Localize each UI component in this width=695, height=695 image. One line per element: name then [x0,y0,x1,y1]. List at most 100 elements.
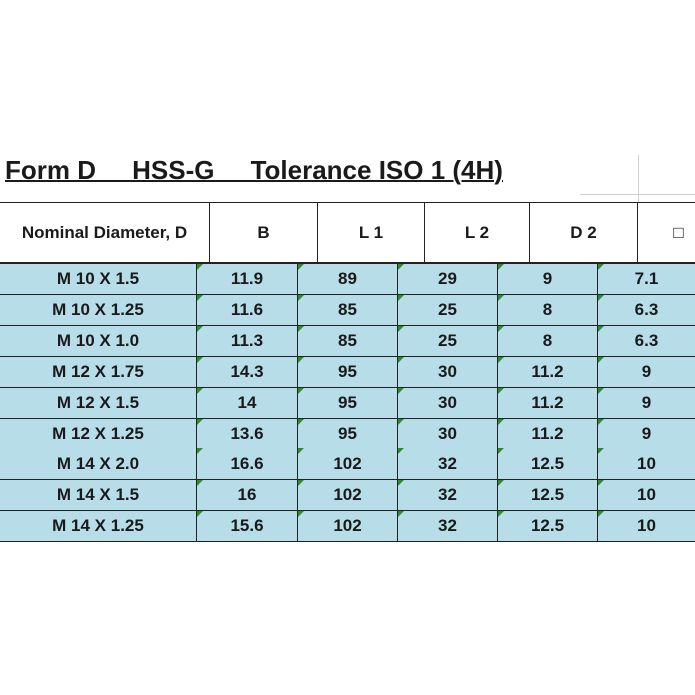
data-cell: 25 [398,295,498,325]
header-cell: L 2 [425,203,530,262]
data-cell: 16.6 [197,448,298,479]
header-cell: Nominal Diameter, D [0,203,210,262]
data-cell: 29 [398,264,498,294]
border [0,356,695,357]
grid-line [580,194,695,195]
row-label: M 12 X 1.75 [0,357,197,387]
cell-marker [598,388,604,394]
cell-marker [598,419,604,425]
cell-marker [298,511,304,517]
data-cell: 30 [398,388,498,418]
border [0,541,695,542]
border [0,387,695,388]
header-cell: L 1 [318,203,425,262]
data-cell: 9 [598,419,695,448]
cell-marker [498,357,504,363]
cell-marker [298,388,304,394]
data-cell: 30 [398,357,498,387]
cell-marker [197,480,203,486]
data-cell: 14.3 [197,357,298,387]
cell-marker [398,419,404,425]
data-cell: 85 [298,295,398,325]
cell-marker [298,264,304,270]
row-label: M 14 X 1.25 [0,511,197,541]
cell-marker [398,480,404,486]
cell-marker [298,295,304,301]
data-cell: 102 [298,448,398,479]
cell-marker [197,448,203,454]
cell-marker [298,326,304,332]
cell-marker [498,295,504,301]
data-cell: 11.6 [197,295,298,325]
cell-marker [197,511,203,517]
data-cell: 11.2 [498,388,598,418]
cell-marker [197,326,203,332]
data-cell: 9 [598,388,695,418]
row-label: M 12 X 1.5 [0,388,197,418]
data-cell: 25 [398,326,498,356]
data-cell: 12.5 [498,511,598,541]
data-cell: 6.3 [598,326,695,356]
cell-marker [598,448,604,454]
row-label: M 10 X 1.25 [0,295,197,325]
data-cell: 12.5 [498,480,598,510]
cell-marker [498,419,504,425]
cell-marker [498,326,504,332]
cell-marker [498,480,504,486]
cell-marker [398,357,404,363]
data-cell: 85 [298,326,398,356]
header-cell: □ [638,203,695,262]
data-cell: 32 [398,480,498,510]
data-cell: 30 [398,419,498,448]
data-cell: 16 [197,480,298,510]
border [0,294,695,295]
border [0,325,695,326]
data-cell: 32 [398,448,498,479]
cell-marker [398,448,404,454]
cell-marker [398,295,404,301]
data-cell: 95 [298,419,398,448]
cell-marker [298,480,304,486]
row-label: M 14 X 2.0 [0,448,197,479]
data-cell: 95 [298,357,398,387]
data-cell: 9 [598,357,695,387]
row-label: M 12 X 1.25 [0,419,197,448]
cell-marker [298,419,304,425]
data-cell: 13.6 [197,419,298,448]
cell-marker [598,357,604,363]
border [0,202,695,203]
header-cell: D 2 [530,203,638,262]
cell-marker [598,264,604,270]
data-cell: 10 [598,511,695,541]
data-cell: 8 [498,295,598,325]
data-cell: 11.2 [498,419,598,448]
data-cell: 12.5 [498,448,598,479]
data-cell: 9 [498,264,598,294]
cell-marker [197,388,203,394]
data-cell: 14 [197,388,298,418]
data-cell: 102 [298,511,398,541]
cell-marker [398,511,404,517]
header-cell: B [210,203,318,262]
sheet-title: Form D HSS-G Tolerance ISO 1 (4H) [5,155,503,185]
cell-marker [498,448,504,454]
cell-marker [197,357,203,363]
cell-marker [598,480,604,486]
cell-marker [398,264,404,270]
cell-marker [598,295,604,301]
cell-marker [598,326,604,332]
data-cell: 11.3 [197,326,298,356]
cell-marker [197,264,203,270]
data-cell: 10 [598,480,695,510]
grid-line [638,155,639,203]
data-cell: 95 [298,388,398,418]
data-cell: 15.6 [197,511,298,541]
border [0,510,695,511]
cell-marker [298,357,304,363]
data-cell: 32 [398,511,498,541]
cell-marker [398,388,404,394]
border [0,418,695,419]
data-cell: 102 [298,480,398,510]
row-label: M 10 X 1.5 [0,264,197,294]
